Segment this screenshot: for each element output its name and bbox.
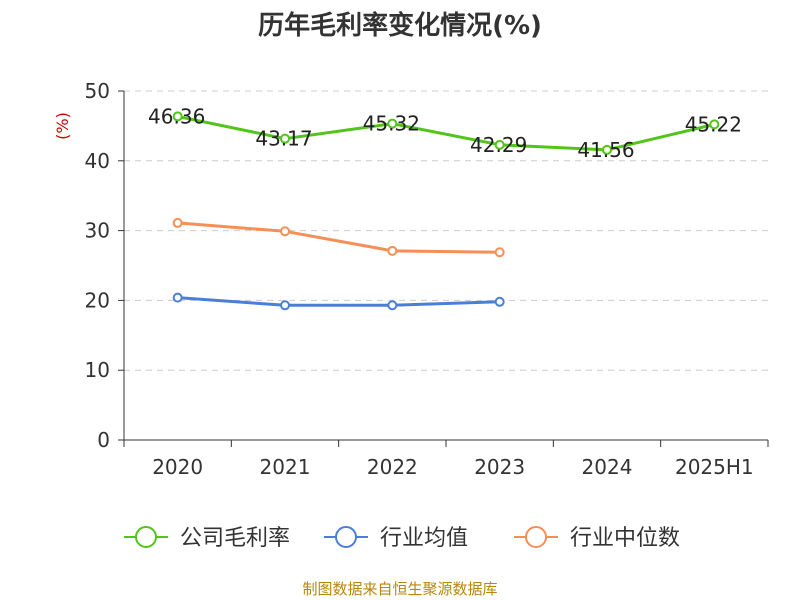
series-point-1 bbox=[387, 300, 398, 311]
data-label: 42.29 bbox=[470, 133, 527, 157]
y-tick-label: 30 bbox=[85, 219, 110, 243]
series-point-0 bbox=[280, 133, 290, 144]
legend-label-1: 行业均值 bbox=[380, 526, 468, 551]
series-point-0 bbox=[172, 111, 183, 122]
grid-lines bbox=[124, 90, 768, 371]
y-tick-label: 20 bbox=[85, 288, 110, 312]
y-tick-label: 40 bbox=[85, 149, 110, 173]
chart-title: 历年毛利率变化情况(%) bbox=[258, 10, 542, 41]
series-point-0 bbox=[709, 119, 720, 130]
series-layer bbox=[172, 111, 720, 311]
series-point-2 bbox=[280, 226, 290, 237]
legend-marker-2 bbox=[525, 526, 547, 548]
y-unit-label: (%) bbox=[53, 112, 72, 140]
series-point-2 bbox=[172, 217, 183, 228]
data-label: 45.32 bbox=[363, 112, 420, 136]
data-label: 45.22 bbox=[685, 112, 742, 136]
x-tick-label: 2024 bbox=[582, 455, 633, 479]
y-tick-label: 0 bbox=[97, 428, 110, 452]
legend: 公司毛利率 行业均值 行业中位数 bbox=[124, 526, 680, 551]
y-tick-label: 10 bbox=[85, 358, 110, 382]
series-point-0 bbox=[602, 144, 612, 155]
legend-marker-1 bbox=[335, 526, 357, 548]
legend-label-0: 公司毛利率 bbox=[180, 526, 290, 551]
x-tick-label: 2021 bbox=[260, 455, 311, 479]
x-tick-label: 2020 bbox=[152, 455, 203, 479]
data-label: 46.36 bbox=[148, 104, 205, 128]
data-label: 41.56 bbox=[577, 138, 634, 162]
source-note: 制图数据来自恒生聚源数据库 bbox=[302, 580, 497, 598]
x-tick-label: 2022 bbox=[367, 455, 418, 479]
series-line-2 bbox=[176, 221, 502, 254]
series-point-2 bbox=[387, 245, 398, 256]
series-point-0 bbox=[494, 139, 505, 150]
x-tick-label: 2025H1 bbox=[675, 455, 754, 479]
axes: 0 10 20 30 40 50 (%) 2020 2021 2022 2023 2024 2025H1 bbox=[53, 79, 769, 479]
data-label: 43.17 bbox=[255, 127, 312, 151]
series-point-1 bbox=[172, 292, 183, 303]
series-point-1 bbox=[280, 300, 290, 311]
series-line-0 bbox=[176, 114, 716, 152]
legend-marker-0 bbox=[135, 526, 157, 548]
series-point-2 bbox=[494, 247, 505, 258]
series-point-1 bbox=[494, 296, 505, 307]
legend-label-2: 行业中位数 bbox=[570, 526, 680, 551]
series-line-1 bbox=[176, 296, 502, 307]
y-tick-label: 50 bbox=[85, 79, 110, 103]
data-labels: 46.36 43.17 45.32 42.29 41.56 45.22 bbox=[148, 104, 742, 162]
x-tick-label: 2023 bbox=[474, 455, 525, 479]
series-point-0 bbox=[387, 118, 398, 129]
